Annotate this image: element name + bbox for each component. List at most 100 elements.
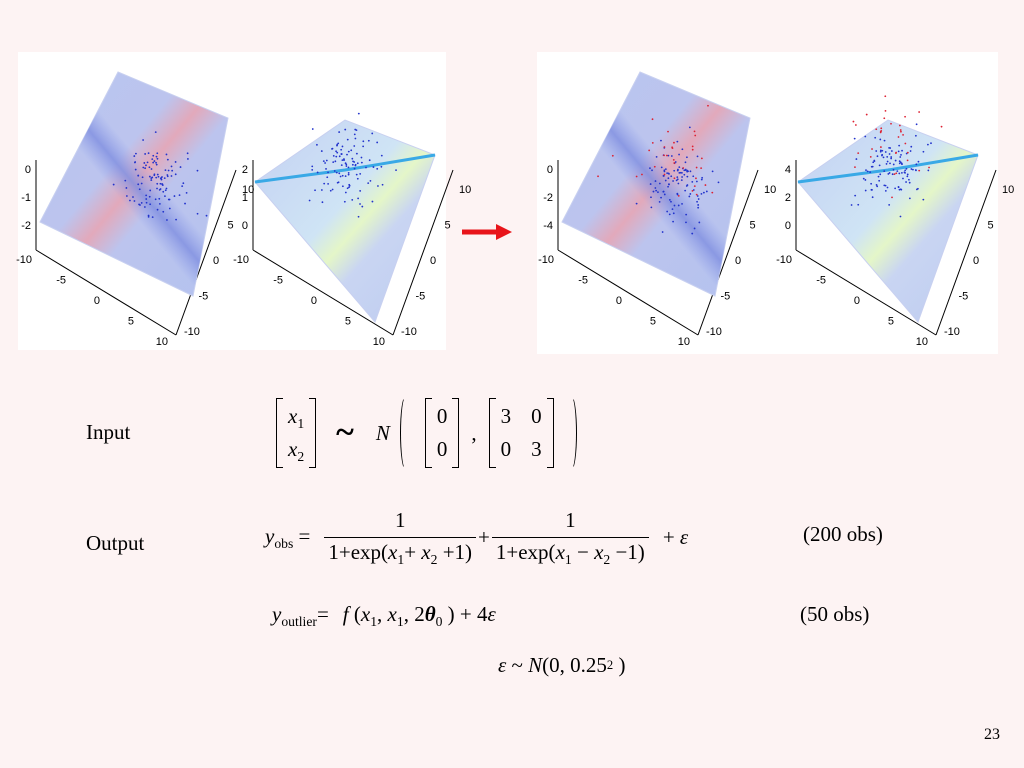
scatter-dot bbox=[150, 177, 153, 180]
scatter-dot bbox=[691, 180, 694, 183]
math-token: 1 bbox=[397, 551, 405, 567]
scatter-dot bbox=[650, 206, 653, 209]
scatter-dot bbox=[334, 160, 337, 163]
math-token: −1) bbox=[610, 540, 645, 564]
fraction: 1 1+exp(x1 − x2 −1) bbox=[491, 508, 649, 568]
math-token: , 2 bbox=[403, 602, 425, 626]
scatter-dot bbox=[140, 202, 143, 204]
scatter-dot bbox=[340, 164, 343, 167]
scatter-dot bbox=[660, 196, 662, 199]
outlier-dot bbox=[928, 166, 930, 169]
scatter-dot bbox=[344, 191, 347, 194]
scatter-dot bbox=[649, 183, 652, 185]
scatter-dot bbox=[167, 169, 170, 172]
scatter-dot bbox=[917, 187, 919, 190]
scatter-dot bbox=[165, 187, 168, 190]
numerator: 1 bbox=[565, 508, 576, 532]
scatter-dot bbox=[357, 215, 360, 218]
scatter-dot bbox=[335, 150, 338, 153]
scatter-dot bbox=[367, 139, 370, 142]
scatter-dot bbox=[908, 197, 911, 200]
scatter-dot bbox=[347, 173, 350, 176]
outlier-dot bbox=[857, 152, 860, 155]
scatter-dot bbox=[873, 159, 876, 162]
z-tick-label: 0 bbox=[242, 220, 248, 232]
scatter-dot bbox=[652, 190, 655, 193]
math-token: 1+exp( bbox=[495, 540, 556, 564]
scatter-dot bbox=[866, 170, 869, 173]
math-token: = bbox=[293, 524, 311, 548]
scatter-dot bbox=[689, 193, 692, 195]
scatter-dot bbox=[129, 199, 131, 202]
scatter-dot bbox=[890, 156, 893, 158]
scatter-dot bbox=[156, 152, 159, 155]
scatter-dot bbox=[897, 150, 900, 153]
axis-line bbox=[392, 169, 454, 336]
separator: , bbox=[471, 420, 477, 445]
scatter-dot bbox=[137, 174, 140, 177]
scatter-dot bbox=[168, 207, 171, 210]
scatter-dot bbox=[666, 210, 669, 213]
scatter-dot bbox=[914, 134, 917, 137]
x-tick-label: -10 bbox=[16, 254, 32, 266]
outlier-dot bbox=[671, 147, 674, 150]
scatter-dot bbox=[888, 153, 891, 155]
outlier-dot bbox=[682, 167, 685, 169]
scatter-dot bbox=[901, 171, 903, 174]
scatter-dot bbox=[147, 214, 150, 217]
axis-line bbox=[175, 169, 237, 336]
numerator: 1 bbox=[394, 508, 406, 532]
scatter-dot bbox=[693, 227, 696, 230]
x-tick-label: -10 bbox=[776, 254, 792, 266]
scatter-dot bbox=[161, 184, 164, 187]
math-token: x bbox=[360, 602, 371, 626]
scatter-dot bbox=[343, 159, 345, 162]
scatter-dot bbox=[878, 164, 881, 167]
input-label: Input bbox=[86, 420, 131, 444]
scatter-dot bbox=[380, 165, 383, 168]
x-tick-label: 5 bbox=[888, 315, 894, 327]
scatter-dot bbox=[350, 149, 353, 152]
outlier-dot bbox=[700, 157, 703, 160]
scatter-dot bbox=[869, 171, 872, 174]
scatter-dot bbox=[324, 162, 326, 164]
math-token: ) bbox=[613, 653, 626, 677]
scatter-dot bbox=[671, 208, 674, 210]
x-tick-label: -5 bbox=[578, 274, 588, 286]
scatter-dot bbox=[395, 169, 397, 172]
scatter-dot bbox=[356, 162, 359, 165]
scatter-dot bbox=[345, 165, 348, 167]
x-tick-label: 5 bbox=[128, 315, 134, 327]
x-tick-label: -10 bbox=[538, 254, 554, 266]
scatter-dot bbox=[692, 175, 695, 178]
scatter-dot bbox=[125, 187, 128, 189]
scatter-dot bbox=[153, 174, 156, 177]
scatter-dot bbox=[870, 182, 873, 185]
outlier-dot bbox=[854, 166, 856, 169]
scatter-dot bbox=[681, 176, 683, 178]
scatter-dot bbox=[689, 170, 692, 173]
outlier-dot bbox=[880, 129, 883, 132]
y-tick-label: 10 bbox=[242, 184, 254, 196]
scatter-dot bbox=[864, 189, 867, 192]
y-tick-label: 0 bbox=[973, 255, 979, 267]
scatter-dot bbox=[347, 166, 350, 169]
math-token: x bbox=[387, 602, 397, 626]
outlier-dot bbox=[707, 104, 709, 107]
outlier-dot bbox=[893, 173, 896, 176]
scatter-dot bbox=[340, 148, 343, 151]
lhs-vector: x1 x2 bbox=[276, 398, 317, 468]
scatter-dot bbox=[355, 152, 358, 155]
scatter-dot bbox=[886, 155, 889, 158]
scatter-dot bbox=[883, 139, 886, 142]
y-tick-label: -5 bbox=[199, 290, 209, 302]
scatter-dot bbox=[343, 200, 346, 203]
scatter-dot bbox=[894, 159, 897, 162]
scatter-dot bbox=[697, 198, 700, 200]
scatter-dot bbox=[133, 155, 136, 157]
z-tick-label: 0 bbox=[25, 164, 31, 176]
y-tick-label: -5 bbox=[959, 290, 969, 302]
scatter-dot bbox=[666, 172, 669, 175]
scatter-dot bbox=[139, 204, 141, 206]
outlier-dot bbox=[711, 191, 714, 194]
